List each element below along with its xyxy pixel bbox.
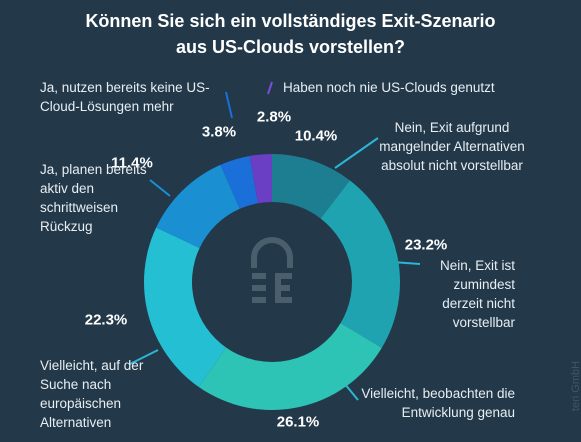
leader-line [267, 81, 273, 95]
category-label: Vielleicht, beobachten die Entwicklung g… [361, 386, 515, 420]
center-icon [251, 237, 293, 303]
donut-slice [220, 155, 258, 209]
donut [144, 154, 400, 410]
category-label: Nein, Exit ist zumindest derzeit nicht v… [439, 258, 515, 330]
category-label: Ja, planen bereits aktiv den schrittweis… [40, 162, 147, 234]
value-label: 11.4% [111, 154, 153, 172]
chart-title: Können Sie sich ein vollständiges Exit-S… [0, 8, 581, 60]
donut-slice [144, 227, 227, 387]
value-label: 23.2% [404, 236, 448, 254]
value-label: 2.8% [256, 108, 292, 126]
watermark: teri GmbH [569, 360, 581, 412]
icon-shackle [251, 237, 293, 268]
value-label: 26.1% [276, 413, 320, 431]
category-label: Ja, nutzen bereits keine US-Cloud-Lösung… [40, 80, 210, 114]
category-label: Haben noch nie US-Clouds genutzt [283, 80, 495, 95]
leader-line [149, 179, 171, 197]
donut-slice [320, 180, 400, 348]
title-line: Können Sie sich ein vollständiges Exit-S… [85, 11, 496, 31]
donut-slice [156, 164, 240, 248]
leader-lines [129, 81, 421, 401]
title-line: aus US-Clouds vorstellen? [175, 37, 406, 57]
value-label: 3.8% [201, 123, 237, 141]
category-label: Vielleicht, auf der Suche nach europäisc… [40, 358, 144, 430]
leader-line [225, 91, 233, 119]
category-label: Nein, Exit aufgrund mangelnder Alternati… [379, 120, 525, 173]
donut-slice [272, 154, 350, 219]
donut-slice [198, 323, 382, 410]
value-label: 22.3% [84, 311, 128, 329]
donut-slice [249, 154, 272, 204]
leader-line [129, 349, 159, 365]
value-label: 10.4% [294, 127, 338, 145]
icon-body [252, 273, 292, 303]
leader-line [334, 137, 379, 169]
